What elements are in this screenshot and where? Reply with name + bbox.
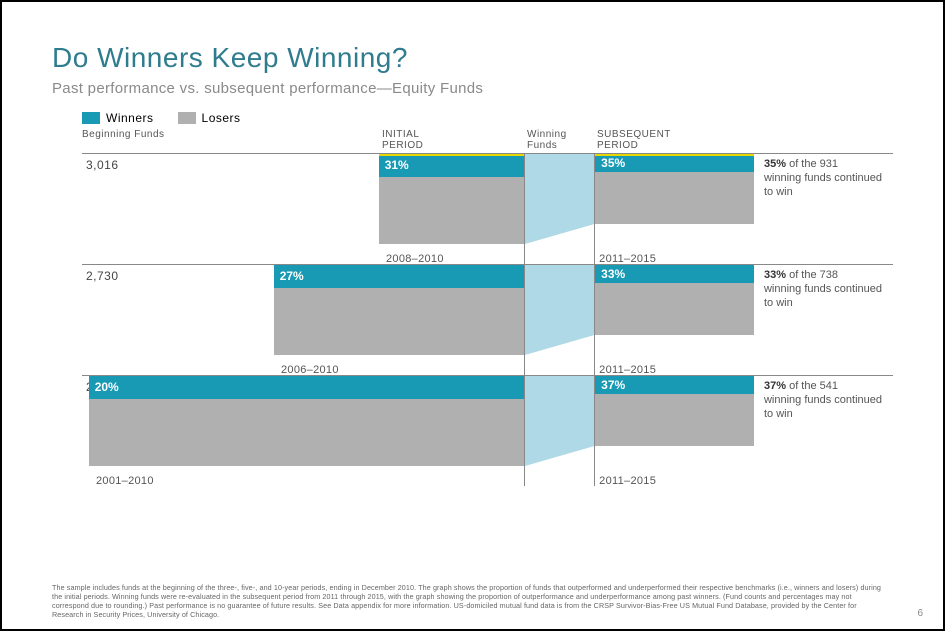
subsequent-loser-bar — [595, 283, 754, 336]
initial-period-col: 2,75820%2001–2010 — [82, 376, 525, 486]
chart-row: 3,01631%2008–201093135%2011–201535% of t… — [82, 153, 893, 264]
initial-loser-bar — [379, 177, 524, 245]
initial-winner-pct: 20% — [89, 376, 524, 399]
funnel-col: 541 — [525, 376, 595, 486]
header-beginning: Beginning Funds — [82, 129, 382, 151]
initial-bar: 31% — [379, 154, 524, 244]
subsequent-period-label: 2011–2015 — [599, 475, 656, 487]
footnote: The sample includes funds at the beginni… — [52, 583, 883, 619]
legend: Winners Losers — [82, 111, 893, 125]
initial-winner-pct: 27% — [274, 265, 524, 288]
initial-period-label: 2001–2010 — [96, 475, 154, 487]
subsequent-period-col: 37% 2011–2015 — [595, 376, 754, 486]
initial-loser-bar — [274, 288, 524, 356]
page-title: Do Winners Keep Winning? — [52, 42, 893, 74]
slide-frame: Do Winners Keep Winning? Past performanc… — [0, 0, 945, 631]
subsequent-winner-pct: 33% — [595, 265, 754, 283]
subsequent-loser-bar — [595, 172, 754, 225]
page-number: 6 — [917, 608, 923, 619]
column-headers: Beginning Funds INITIALPERIOD WinningFun… — [82, 129, 893, 151]
row-note: 37% of the 541winning funds continued to… — [754, 376, 893, 486]
initial-bar: 27% — [274, 265, 524, 355]
row-note: 33% of the 738winning funds continued to… — [754, 265, 893, 375]
legend-winners: Winners — [82, 111, 154, 125]
subsequent-loser-bar — [595, 394, 754, 447]
page-subtitle: Past performance vs. subsequent performa… — [52, 80, 893, 97]
initial-period-col: 3,01631%2008–2010 — [82, 154, 525, 264]
legend-winners-label: Winners — [106, 111, 154, 125]
subsequent-period-col: 35%2011–2015 — [595, 154, 754, 264]
initial-winner-pct: 31% — [379, 154, 524, 177]
initial-loser-bar — [89, 399, 524, 467]
subsequent-winner-pct: 35% — [595, 154, 754, 172]
initial-bar: 20% — [89, 376, 524, 466]
header-initial: INITIALPERIOD — [382, 129, 527, 151]
row-note: 35% of the 931winning funds continued to… — [754, 154, 893, 264]
chart-row: 2,73027%2006–201073833%2011–201533% of t… — [82, 264, 893, 375]
subsequent-bar: 33% — [595, 265, 754, 335]
losers-swatch — [178, 112, 196, 124]
subsequent-period-col: 33%2011–2015 — [595, 265, 754, 375]
header-winning: WinningFunds — [527, 129, 597, 151]
legend-losers-label: Losers — [202, 111, 241, 125]
chart-row: 2,75820%2001–201054137%2011–201537% of t… — [82, 375, 893, 486]
funnel-col: 738 — [525, 265, 595, 375]
subsequent-bar: 37% — [595, 376, 754, 446]
legend-losers: Losers — [178, 111, 241, 125]
chart: 3,01631%2008–201093135%2011–201535% of t… — [82, 153, 893, 486]
winners-swatch — [82, 112, 100, 124]
funnel-col: 931 — [525, 154, 595, 264]
header-subsequent: SUBSEQUENTPERIOD — [597, 129, 717, 151]
subsequent-bar: 35% — [595, 154, 754, 224]
subsequent-winner-pct: 37% — [595, 376, 754, 394]
initial-period-col: 2,73027%2006–2010 — [82, 265, 525, 375]
